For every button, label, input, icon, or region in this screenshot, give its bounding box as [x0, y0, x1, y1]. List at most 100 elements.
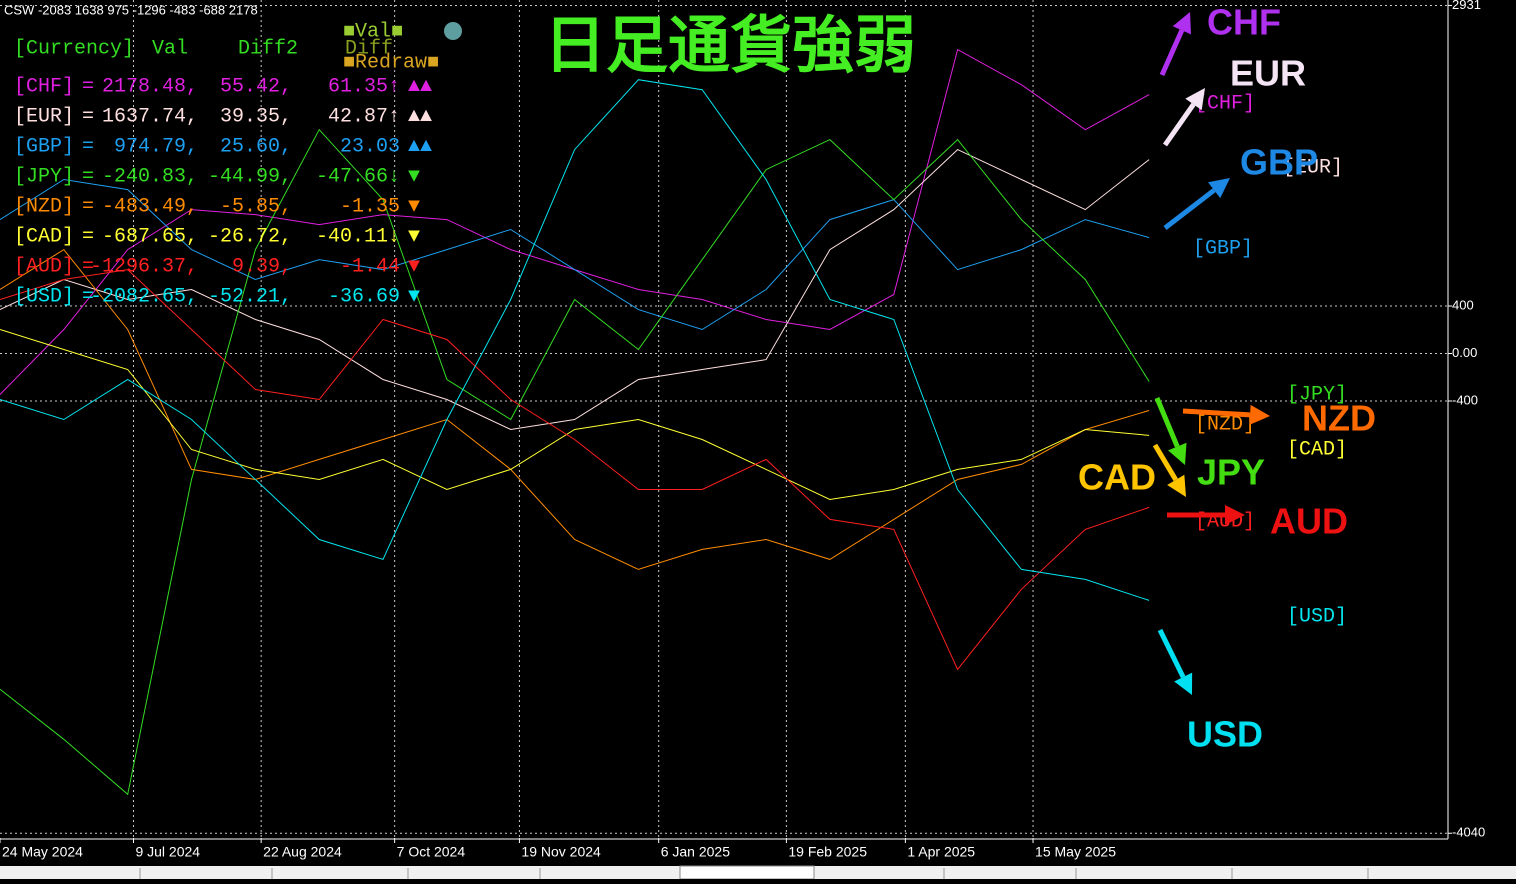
header-currency: [Currency] — [14, 37, 134, 60]
panel-cell-diff: 23.03 — [340, 135, 400, 158]
panel-cell-diff: -40.11↓ — [316, 225, 400, 248]
currency-annotation: JPY — [1197, 452, 1265, 493]
panel-cell-diff: 42.87↑ — [328, 105, 400, 128]
panel-cell-marks: ▲▲ — [408, 105, 432, 128]
panel-cell-eq: = — [82, 225, 94, 248]
arrow-head — [1168, 442, 1187, 465]
grid: 2931 400 0.00 -400 -4040 24 May 2024 9 Jul 202… — [0, 0, 1485, 860]
panel-cell-label: [NZD] — [14, 195, 74, 218]
series-line — [0, 149, 1150, 431]
end-label: [EUR] — [1283, 156, 1343, 179]
currency-annotation: NZD — [1302, 398, 1376, 439]
panel-cell-label: [CAD] — [14, 225, 74, 248]
panel-cell-val: -1296.37, — [90, 255, 198, 278]
arrow-head — [1174, 672, 1193, 695]
panel-cell-label: [EUR] — [14, 105, 74, 128]
panel-cell-diff2: 55.42, — [220, 75, 292, 98]
panel-cell-diff: 61.35↑ — [328, 75, 400, 98]
panel-cell-label: [USD] — [14, 285, 74, 308]
panel-cell-label: [CHF] — [14, 75, 74, 98]
panel-cell-diff: -47.66↓ — [316, 165, 400, 188]
end-label: [JPY] — [1287, 383, 1347, 406]
currency-annotation: EUR — [1230, 53, 1306, 94]
series-line — [0, 329, 1150, 501]
arrow-head — [1172, 12, 1192, 35]
chart-title: 日足通貨強弱 — [544, 11, 916, 80]
end-label: [CAD] — [1287, 438, 1347, 461]
strength-panel: [Currency] Val Diff2 Diff ■Val■ ■Redraw■… — [14, 20, 462, 308]
y-tick-label: 400 — [1452, 297, 1474, 312]
tab-bar — [0, 865, 1516, 880]
panel-cell-diff2: -5.85, — [220, 195, 292, 218]
arrow-head — [1208, 178, 1230, 199]
header-diff2: Diff2 — [238, 37, 298, 60]
panel-cell-eq: = — [82, 165, 94, 188]
lines — [0, 48, 1150, 796]
val-button[interactable]: ■Val■ — [343, 20, 403, 43]
panel-cell-eq: = — [82, 75, 94, 98]
panel-cell-diff2: -44.99, — [208, 165, 292, 188]
panel-cell-val: -483.49, — [102, 195, 198, 218]
x-tick-label: 7 Oct 2024 — [397, 844, 466, 860]
x-tick-label: 19 Nov 2024 — [521, 844, 601, 860]
x-tick-label: 24 May 2024 — [2, 844, 83, 860]
x-tick-label: 15 May 2025 — [1035, 844, 1116, 860]
panel-cell-val: 974.79, — [114, 135, 198, 158]
panel-cell-diff2: 25.60, — [220, 135, 292, 158]
panel-cell-marks: ▼ — [408, 225, 420, 248]
arrow-shaft — [1154, 397, 1180, 448]
arrow-head — [1185, 88, 1205, 111]
panel-cell-eq: = — [82, 255, 94, 278]
arrow-shaft — [1159, 29, 1185, 77]
arrow-head — [1167, 474, 1186, 497]
y-tick-label: 2931 — [1452, 0, 1481, 12]
y-tick-label: -4040 — [1452, 825, 1485, 840]
x-tick-label: 6 Jan 2025 — [661, 844, 730, 860]
panel-cell-val: 1637.74, — [102, 105, 198, 128]
arrow-shaft — [1152, 443, 1178, 482]
toggle-button[interactable] — [444, 22, 462, 40]
panel-cell-marks: ▲▲ — [408, 75, 432, 98]
arrow-head — [1225, 505, 1245, 525]
end-label: [NZD] — [1195, 413, 1255, 436]
end-label: [USD] — [1287, 605, 1347, 628]
series-line — [0, 178, 1150, 331]
currency-annotation: USD — [1187, 714, 1263, 755]
x-tick-label: 9 Jul 2024 — [135, 844, 200, 860]
currency-annotation: AUD — [1270, 501, 1348, 542]
arrow-shaft — [1182, 408, 1251, 418]
x-tick-label: 19 Feb 2025 — [788, 844, 867, 860]
panel-cell-marks: ▼ — [408, 165, 420, 188]
panel-cell-marks: ▼ — [408, 195, 420, 218]
arrow-head — [1249, 404, 1270, 425]
panel-cell-label: [JPY] — [14, 165, 74, 188]
panel-cell-val: -2082.65, — [90, 285, 198, 308]
panel-cell-eq: = — [82, 105, 94, 128]
series-line — [0, 248, 1150, 570]
panel-cell-diff2: -52.21, — [208, 285, 292, 308]
panel-cell-val: 2178.48, — [102, 75, 198, 98]
y-tick-label: -400 — [1452, 392, 1478, 407]
panel-cell-diff: -1.44 — [340, 255, 400, 278]
panel-cell-marks: ▼ — [408, 285, 420, 308]
arrow-shaft — [1163, 188, 1216, 230]
panel-cell-val: -687.65, — [102, 225, 198, 248]
arrow-shaft — [1157, 628, 1186, 679]
panel-cell-val: -240.83, — [102, 165, 198, 188]
arrow-shaft — [1162, 102, 1196, 147]
panel-cell-label: [AUD] — [14, 255, 74, 278]
panel-cell-label: [GBP] — [14, 135, 74, 158]
panel-cell-marks: ▲▲ — [408, 135, 432, 158]
active-tab[interactable] — [679, 865, 815, 880]
panel-cell-eq: = — [82, 135, 94, 158]
redraw-button[interactable]: ■Redraw■ — [343, 51, 439, 74]
panel-cell-diff2: 39.35, — [220, 105, 292, 128]
panel-cell-eq: = — [82, 195, 94, 218]
header-val: Val — [152, 37, 188, 60]
end-label: [CHF] — [1195, 92, 1255, 115]
currency-annotation: CHF — [1207, 2, 1281, 43]
panel-cell-diff2: -26.72, — [208, 225, 292, 248]
